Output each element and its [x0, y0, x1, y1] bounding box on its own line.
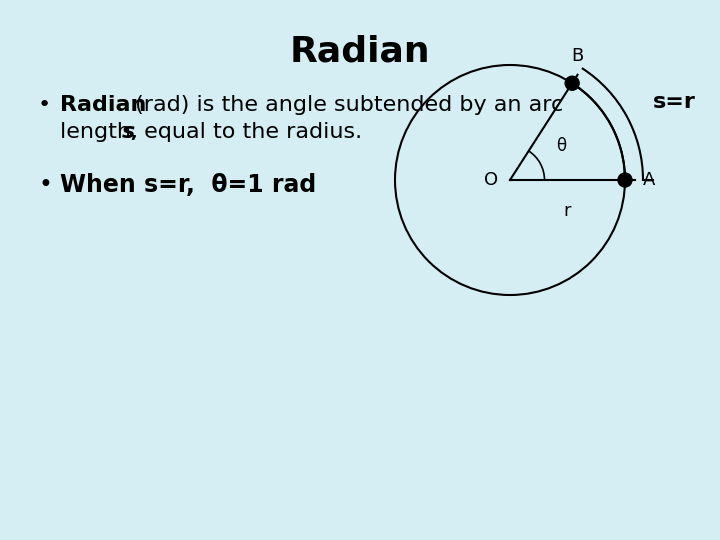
- Text: A: A: [643, 171, 655, 189]
- Text: (rad) is the angle subtended by an arc: (rad) is the angle subtended by an arc: [128, 95, 563, 115]
- Circle shape: [565, 76, 579, 90]
- Text: When s=r,  θ=1 rad: When s=r, θ=1 rad: [60, 173, 316, 197]
- Text: •: •: [38, 95, 51, 115]
- Text: O: O: [484, 171, 498, 189]
- Text: length,: length,: [60, 122, 145, 142]
- Text: , equal to the radius.: , equal to the radius.: [130, 122, 362, 142]
- Text: s=r: s=r: [653, 92, 696, 112]
- Text: B: B: [571, 47, 583, 65]
- Text: •: •: [38, 173, 52, 197]
- Circle shape: [618, 173, 632, 187]
- Text: θ: θ: [556, 137, 566, 155]
- Text: Radian: Radian: [60, 95, 146, 115]
- Text: s: s: [122, 122, 135, 142]
- Text: Radian: Radian: [289, 35, 431, 69]
- Text: r: r: [564, 202, 571, 220]
